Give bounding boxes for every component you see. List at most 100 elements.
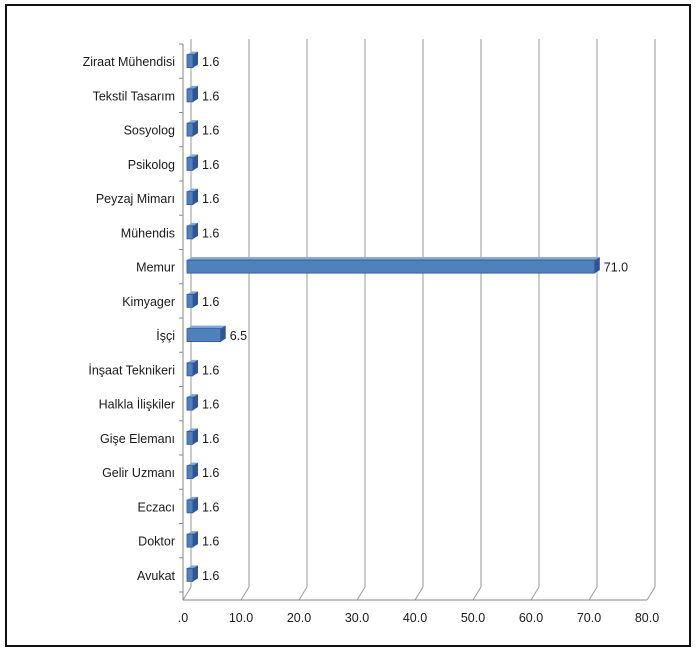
- category-label: Memur: [136, 261, 175, 275]
- x-tick-label: 20.0: [287, 611, 311, 625]
- bar-top: [187, 462, 198, 466]
- bar-side: [193, 394, 198, 411]
- category-label: Kimyager: [122, 295, 175, 309]
- data-label: 1.6: [202, 295, 219, 309]
- bar-top: [187, 188, 198, 192]
- gridline-floor: [588, 586, 598, 601]
- data-label: 71.0: [604, 261, 628, 275]
- category-label: Doktor: [138, 535, 175, 549]
- gridline-floor: [646, 586, 656, 601]
- data-label: 1.6: [202, 158, 219, 172]
- bar: [186, 293, 194, 308]
- bar-side: [193, 531, 198, 548]
- gridline-floor: [240, 586, 250, 601]
- bar: [186, 225, 194, 240]
- gridline-floor: [530, 586, 540, 601]
- bar-side: [193, 291, 198, 308]
- axes: [179, 43, 647, 601]
- data-label: 1.6: [202, 432, 219, 446]
- bar-side: [193, 85, 198, 102]
- bar-top: [187, 120, 198, 124]
- bar-top: [187, 85, 198, 89]
- x-tick-label: 80.0: [635, 611, 659, 625]
- labels: .0 10.0 20.0 30.0 40.0 50.0 60.0 70.0 80.0 Ziraat…: [83, 55, 660, 625]
- bar: [186, 191, 194, 206]
- category-label: Halkla İlişkiler: [99, 398, 175, 412]
- bar-top: [187, 325, 226, 329]
- category-label: Ziraat Mühendisi: [83, 55, 175, 69]
- bar: [186, 499, 194, 514]
- bar: [186, 465, 194, 480]
- bar: [186, 88, 194, 103]
- chart-frame: .0 10.0 20.0 30.0 40.0 50.0 60.0 70.0 80.0 Ziraat…: [5, 4, 691, 647]
- bar-top: [187, 291, 198, 295]
- data-label: 1.6: [202, 124, 219, 138]
- gridline-floor: [356, 586, 366, 601]
- bar-side: [193, 51, 198, 68]
- bar-side: [594, 257, 600, 274]
- category-label: Tekstil Tasarım: [93, 89, 175, 103]
- category-label: Peyzaj Mimarı: [96, 192, 175, 206]
- category-label: Gelir Uzmanı: [102, 466, 175, 480]
- bar-top: [187, 359, 198, 363]
- data-label: 1.6: [202, 363, 219, 377]
- gridline-floor: [298, 586, 308, 601]
- gridline-floor: [182, 586, 192, 601]
- x-tick-label: .0: [178, 611, 188, 625]
- bar-side: [193, 462, 198, 479]
- bar-side: [193, 222, 198, 239]
- bar: [186, 328, 222, 343]
- bar-side: [193, 154, 198, 171]
- bars: [186, 51, 600, 582]
- gridline-floor: [414, 586, 424, 601]
- data-label: 6.5: [230, 329, 247, 343]
- data-label: 1.6: [202, 55, 219, 69]
- bar-top: [187, 428, 198, 432]
- bar: [186, 567, 194, 582]
- bar: [186, 156, 194, 171]
- bar: [186, 362, 194, 377]
- bar-top: [187, 154, 198, 158]
- bar-side: [193, 188, 198, 205]
- bar-side: [193, 120, 198, 137]
- data-label: 1.6: [202, 466, 219, 480]
- bar: [186, 259, 596, 274]
- bar: [186, 122, 194, 137]
- gridlines: [182, 39, 656, 601]
- category-label: Eczacı: [137, 500, 175, 514]
- x-tick-label: 60.0: [519, 611, 543, 625]
- bar: [186, 430, 194, 445]
- x-tick-label: 10.0: [229, 611, 253, 625]
- data-label: 1.6: [202, 226, 219, 240]
- x-tick-label: 30.0: [345, 611, 369, 625]
- data-label: 1.6: [202, 192, 219, 206]
- bar-side: [220, 325, 226, 342]
- bar-top: [187, 394, 198, 398]
- data-label: 1.6: [202, 569, 219, 583]
- gridline-floor: [472, 586, 482, 601]
- x-tick-label: 70.0: [577, 611, 601, 625]
- bar-chart: .0 10.0 20.0 30.0 40.0 50.0 60.0 70.0 80.0 Ziraat…: [83, 39, 660, 625]
- bar: [186, 396, 194, 411]
- bar-top: [187, 531, 198, 535]
- category-label: İşçi: [156, 329, 175, 343]
- category-label: Psikolog: [128, 158, 175, 172]
- category-label: Gişe Elemanı: [100, 432, 175, 446]
- category-label: İnşaat Teknikeri: [88, 363, 175, 377]
- data-label: 1.6: [202, 89, 219, 103]
- x-tick-label: 50.0: [461, 611, 485, 625]
- bar-side: [193, 428, 198, 445]
- bar-top: [187, 565, 198, 569]
- bar: [186, 533, 194, 548]
- data-label: 1.6: [202, 398, 219, 412]
- bar-side: [193, 359, 198, 376]
- category-label: Sosyolog: [124, 124, 175, 138]
- data-label: 1.6: [202, 535, 219, 549]
- bar-top: [187, 257, 600, 261]
- bar: [186, 54, 194, 69]
- bar-top: [187, 496, 198, 500]
- x-tick-label: 40.0: [403, 611, 427, 625]
- bar-side: [193, 496, 198, 513]
- bar-side: [193, 565, 198, 582]
- data-label: 1.6: [202, 500, 219, 514]
